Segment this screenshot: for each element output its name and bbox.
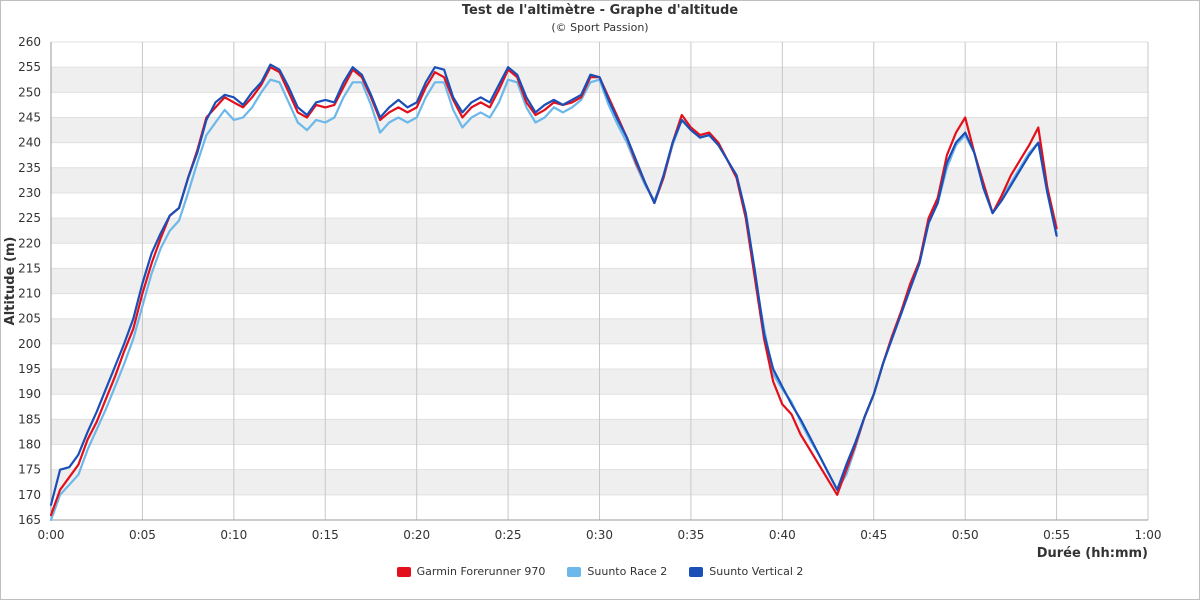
legend-swatch	[689, 566, 704, 577]
y-axis-label: Altitude (m)	[3, 237, 18, 326]
plot-grid	[50, 41, 1149, 521]
y-tick-label: 215	[18, 261, 41, 275]
legend-item: Suunto Vertical 2	[689, 565, 803, 578]
x-tick-label: 0:05	[129, 528, 156, 542]
y-tick-label: 255	[18, 60, 41, 74]
x-tick-label: 1:00	[1135, 528, 1162, 542]
y-tick-label: 200	[18, 337, 41, 351]
x-tick-label: 0:55	[1043, 528, 1070, 542]
y-tick-label: 185	[18, 412, 41, 426]
y-axis-ticks: 165 170 175 180 185 190 195 200 205 210 215 220 225 2…	[18, 35, 41, 527]
legend-swatch	[396, 566, 411, 577]
x-tick-label: 0:40	[769, 528, 796, 542]
y-tick-label: 190	[18, 387, 41, 401]
y-tick-label: 170	[18, 488, 41, 502]
legend-item: Suunto Race 2	[567, 565, 667, 578]
x-tick-label: 0:35	[677, 528, 704, 542]
x-tick-label: 0:50	[952, 528, 979, 542]
x-axis-label: Durée (hh:mm)	[1037, 546, 1148, 561]
x-tick-label: 0:45	[860, 528, 887, 542]
y-tick-label: 260	[18, 35, 41, 49]
x-tick-label: 0:15	[312, 528, 339, 542]
legend-label: Suunto Vertical 2	[709, 565, 804, 578]
series-line-2	[49, 63, 1058, 506]
y-tick-label: 245	[18, 110, 41, 124]
y-tick-label: 165	[18, 513, 41, 527]
y-tick-label: 175	[18, 463, 41, 477]
chart-subtitle: (© Sport Passion)	[551, 21, 649, 34]
y-tick-label: 240	[18, 136, 41, 150]
series-lines	[49, 63, 1058, 522]
y-tick-label: 250	[18, 85, 41, 99]
x-tick-label: 0:00	[38, 528, 65, 542]
y-tick-label: 230	[18, 186, 41, 200]
y-tick-label: 205	[18, 312, 41, 326]
y-tick-label: 210	[18, 287, 41, 301]
y-tick-label: 195	[18, 362, 41, 376]
chart-title: Test de l'altimètre - Graphe d'altitude	[461, 3, 739, 18]
x-tick-label: 0:30	[586, 528, 613, 542]
legend-swatch	[567, 566, 582, 577]
x-tick-label: 0:10	[220, 528, 247, 542]
legend-label: Suunto Race 2	[587, 565, 668, 578]
legend-label: Garmin Forerunner 970	[416, 565, 546, 578]
legend: Garmin Forerunner 970 Suunto Race 2 Suunto…	[0, 565, 1200, 578]
y-tick-label: 225	[18, 211, 41, 225]
y-tick-label: 235	[18, 161, 41, 175]
y-tick-label: 220	[18, 236, 41, 250]
y-tick-label: 180	[18, 438, 41, 452]
x-tick-label: 0:25	[495, 528, 522, 542]
legend-item: Garmin Forerunner 970	[396, 565, 546, 578]
x-tick-label: 0:20	[403, 528, 430, 542]
x-axis-ticks: 0:00 0:05 0:10 0:15 0:20 0:25 0:30 0:35 0:40 0:45…	[38, 528, 1162, 542]
